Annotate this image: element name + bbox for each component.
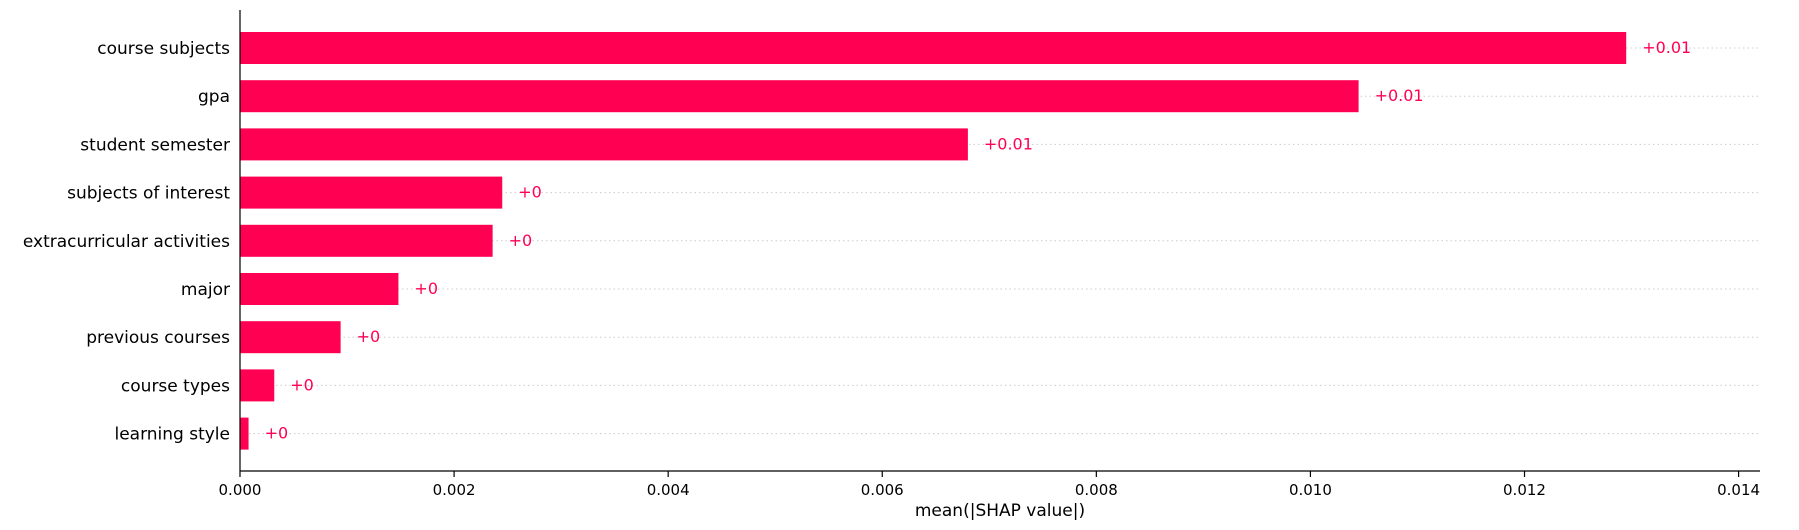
value-label: +0.01 <box>1642 38 1691 57</box>
value-label: +0.01 <box>984 134 1033 153</box>
x-tick-label: 0.002 <box>433 481 476 499</box>
bar-subjects-of-interest <box>240 176 503 209</box>
category-label: subjects of interest <box>67 184 230 204</box>
value-label: +0 <box>509 231 533 250</box>
x-tick-label: 0.004 <box>647 481 690 499</box>
category-label: major <box>181 280 230 300</box>
x-axis-ticks: 0.000 0.002 0.004 0.006 0.008 0.010 0.012 0.014 <box>219 471 1760 499</box>
bar-course-subjects <box>240 32 1627 64</box>
category-labels: course subjects gpa student semester subjec… <box>23 39 230 445</box>
category-label: previous courses <box>86 328 230 348</box>
x-tick-label: 0.014 <box>1717 481 1760 499</box>
value-label: +0 <box>414 279 438 298</box>
category-label: gpa <box>198 87 230 107</box>
category-label: extracurricular activities <box>23 232 230 252</box>
category-label: course types <box>121 376 230 396</box>
x-tick-label: 0.010 <box>1289 481 1332 499</box>
category-label: student semester <box>80 135 230 155</box>
bar-gpa <box>240 80 1359 113</box>
bars <box>240 32 1627 450</box>
bar-student-semester <box>240 128 968 161</box>
value-label: +0 <box>518 183 542 202</box>
x-tick-label: 0.008 <box>1075 481 1118 499</box>
bar-previous-courses <box>240 321 341 354</box>
bar-course-types <box>240 369 275 402</box>
value-label: +0.01 <box>1375 86 1424 105</box>
value-labels: +0.01 +0.01 +0.01 +0 +0 +0 +0 +0 +0 <box>265 38 1692 443</box>
value-label: +0 <box>357 327 381 346</box>
value-label: +0 <box>290 375 314 394</box>
bar-learning-style <box>240 417 249 450</box>
x-tick-label: 0.006 <box>861 481 904 499</box>
category-label: course subjects <box>97 39 230 59</box>
bar-extracurricular-activities <box>240 224 493 257</box>
bar-major <box>240 273 399 305</box>
x-tick-label: 0.000 <box>219 481 262 499</box>
x-tick-label: 0.012 <box>1503 481 1546 499</box>
value-label: +0 <box>265 424 289 443</box>
category-label: learning style <box>114 425 230 445</box>
x-axis-title: mean(|SHAP value|) <box>915 501 1085 521</box>
